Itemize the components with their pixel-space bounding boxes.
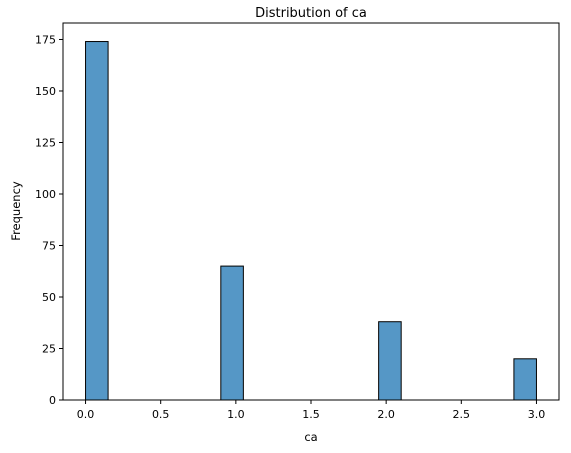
x-tick-label: 0.5 — [152, 408, 170, 421]
x-tick-label: 1.0 — [227, 408, 245, 421]
y-tick-label: 100 — [35, 188, 56, 201]
y-axis-ticks: 0 25 50 75 100 125 150 175 — [35, 33, 63, 407]
y-tick-label: 0 — [49, 394, 56, 407]
x-tick-label: 2.0 — [377, 408, 395, 421]
plot-frame — [62, 22, 560, 401]
x-tick-label: 0.0 — [77, 408, 95, 421]
x-tick-label: 3.0 — [528, 408, 546, 421]
y-tick-label: 150 — [35, 85, 56, 98]
y-axis-label: Frequency — [9, 181, 23, 241]
y-tick-label: 50 — [42, 291, 56, 304]
chart-title: Distribution of ca — [255, 6, 367, 21]
y-tick-label: 125 — [35, 136, 56, 149]
x-axis-label: ca — [304, 430, 317, 444]
y-tick-label: 75 — [42, 239, 56, 252]
histogram-bar-0 — [85, 41, 109, 401]
x-tick-label: 2.5 — [453, 408, 471, 421]
histogram-bar-1 — [220, 265, 244, 401]
y-tick-label: 25 — [42, 342, 56, 355]
histogram-bar-2 — [378, 321, 402, 401]
histogram-bar-3 — [513, 358, 537, 401]
y-tick-label: 175 — [35, 33, 56, 46]
x-tick-label: 1.5 — [302, 408, 320, 421]
bars — [85, 41, 537, 401]
x-axis-ticks: 0.0 0.5 1.0 1.5 2.0 2.5 3.0 — [77, 400, 545, 421]
